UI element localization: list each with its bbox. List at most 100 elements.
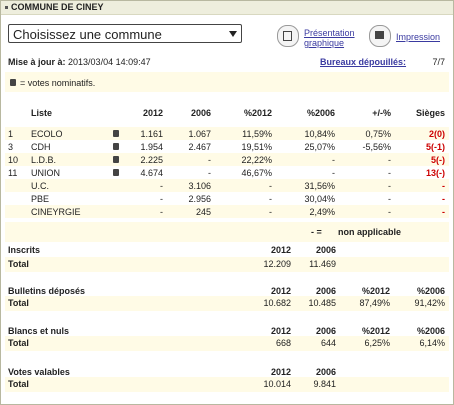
col-p2012: %2012 (243, 108, 272, 118)
bulletins-header: Bulletins déposés 2012 2006 %2012 %2006 (1, 286, 453, 298)
presentation-line1: Présentation (304, 28, 355, 38)
inscrits-h2012: 2012 (270, 245, 291, 255)
na-text: non applicable (338, 227, 402, 237)
blancs-h2006: 2006 (315, 326, 336, 336)
chart-icon[interactable] (277, 25, 299, 47)
row-votes-2006: 1.067 (188, 129, 211, 139)
bulletins-total-label: Total (8, 298, 29, 308)
row-number: 10 (8, 155, 19, 165)
blancs-tp2006: 6,14% (419, 338, 445, 348)
ballot-icon[interactable] (113, 130, 119, 137)
panel-title: COMMUNE DE CINEY (11, 2, 104, 12)
row-pct-2006: - (332, 168, 335, 178)
row-pct-2012: 46,67% (241, 168, 272, 178)
row-votes-2012: 1.954 (140, 142, 163, 152)
row-diff: - (388, 194, 391, 204)
bureaux-link[interactable]: Bureaux dépouillés: (320, 57, 407, 67)
bulletins-hp2012: %2012 (361, 286, 390, 296)
row-number: 3 (8, 142, 14, 152)
row-pct-2006: 25,07% (304, 142, 335, 152)
col-p2006: %2006 (306, 108, 335, 118)
row-votes-2006: - (208, 168, 211, 178)
update-row: Mise à jour à: 2013/03/04 14:09:47 (8, 57, 151, 67)
valables-h2006: 2006 (315, 367, 336, 377)
bulletins-hp2006: %2006 (416, 286, 445, 296)
row-seats: 13(-) (425, 168, 445, 178)
blancs-total-label: Total (8, 338, 29, 348)
legend-text: = votes nominatifs. (20, 78, 96, 88)
row-seats: - (442, 181, 445, 191)
commune-select-value: Choisissez une commune (13, 27, 162, 42)
row-list-name: ECOLO (31, 129, 63, 139)
table-row: U.C. - 3.106 - 31,56% - - (5, 179, 449, 192)
row-list-name: L.D.B. (31, 155, 57, 165)
table-row: CINEYRGIE - 245 - 2,49% - - (5, 205, 449, 218)
row-seats: - (442, 207, 445, 217)
inscrits-t2012: 12.209 (263, 259, 291, 269)
row-pct-2012: - (269, 181, 272, 191)
row-list-name: UNION (31, 168, 60, 178)
blancs-total-row: Total 668 644 6,25% 6,14% (5, 336, 449, 351)
presentation-line2: graphique (304, 38, 345, 48)
row-number: 1 (8, 129, 14, 139)
row-pct-2006: 10,84% (304, 129, 335, 139)
inscrits-total-label: Total (8, 259, 29, 269)
col-diff: +/-% (372, 108, 391, 118)
results-header: Liste 2012 2006 %2012 %2006 +/-% Sièges (1, 108, 453, 120)
row-pct-2012: - (269, 194, 272, 204)
bulletins-tp2006: 91,42% (414, 298, 445, 308)
row-diff: - (388, 181, 391, 191)
row-list-name: PBE (31, 194, 50, 204)
inscrits-total-row: Total 12.209 11.469 (5, 257, 449, 272)
table-row: 10 L.D.B. 2.225 - 22,22% - - 5(-) (5, 153, 449, 166)
row-votes-2012: 4.674 (140, 168, 163, 178)
row-list-name: CDH (31, 142, 51, 152)
inscrits-header: Inscrits 2012 2006 (1, 245, 453, 257)
na-band: - = non applicable (5, 222, 449, 242)
inscrits-t2006: 11.469 (309, 259, 336, 269)
row-seats: 5(-1) (425, 142, 445, 152)
row-votes-2006: 3.106 (188, 181, 211, 191)
row-pct-2012: 22,22% (241, 155, 272, 165)
row-pct-2006: - (332, 155, 335, 165)
valables-total-label: Total (8, 379, 29, 389)
blancs-hp2006: %2006 (416, 326, 445, 336)
valables-t2012: 10.014 (263, 379, 291, 389)
row-votes-2006: 2.956 (188, 194, 211, 204)
ballot-icon[interactable] (113, 156, 119, 163)
valables-t2006: 9.841 (313, 379, 336, 389)
presentation-graphique-link[interactable]: Présentation graphique (304, 28, 355, 48)
col-liste: Liste (31, 108, 53, 118)
bulletins-t2012: 10.682 (263, 298, 291, 308)
row-votes-2006: 2.467 (188, 142, 211, 152)
row-diff: 0,75% (365, 129, 391, 139)
row-votes-2006: 245 (195, 207, 211, 217)
inscrits-title: Inscrits (8, 245, 41, 255)
row-diff: - (388, 168, 391, 178)
row-pct-2006: 30,04% (304, 194, 335, 204)
blancs-h2012: 2012 (270, 326, 291, 336)
bulletins-title: Bulletins déposés (8, 286, 86, 296)
row-diff: - (388, 155, 391, 165)
bulletins-tp2012: 87,49% (359, 298, 390, 308)
header-bullet-icon (5, 6, 8, 10)
bulletins-total-row: Total 10.682 10.485 87,49% 91,42% (5, 296, 449, 311)
inscrits-h2006: 2006 (315, 245, 336, 255)
blancs-tp2012: 6,25% (364, 338, 390, 348)
ballot-icon[interactable] (113, 169, 119, 176)
update-label: Mise à jour à: (8, 57, 66, 67)
ballot-icon[interactable] (113, 143, 119, 150)
row-votes-2012: - (160, 181, 163, 191)
update-value: 2013/03/04 14:09:47 (68, 57, 151, 67)
legend-band: = votes nominatifs. (5, 72, 449, 92)
chevron-down-icon (229, 31, 237, 37)
blancs-title: Blancs et nuls (8, 326, 70, 336)
col-2012: 2012 (142, 108, 163, 118)
row-pct-2012: - (269, 207, 272, 217)
row-seats: 5(-) (431, 155, 445, 165)
printer-icon[interactable] (369, 25, 391, 47)
valables-header: Votes valables 2012 2006 (1, 367, 453, 379)
commune-select[interactable]: Choisissez une commune (8, 24, 242, 43)
row-pct-2012: 19,51% (241, 142, 272, 152)
print-link[interactable]: Impression (396, 32, 441, 42)
